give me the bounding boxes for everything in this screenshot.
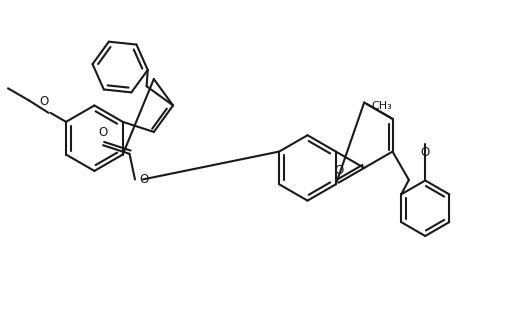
Text: O: O xyxy=(421,146,430,159)
Text: O: O xyxy=(139,173,148,186)
Text: O: O xyxy=(39,95,49,108)
Text: O: O xyxy=(334,164,343,177)
Text: O: O xyxy=(98,126,107,139)
Text: CH₃: CH₃ xyxy=(371,101,392,111)
